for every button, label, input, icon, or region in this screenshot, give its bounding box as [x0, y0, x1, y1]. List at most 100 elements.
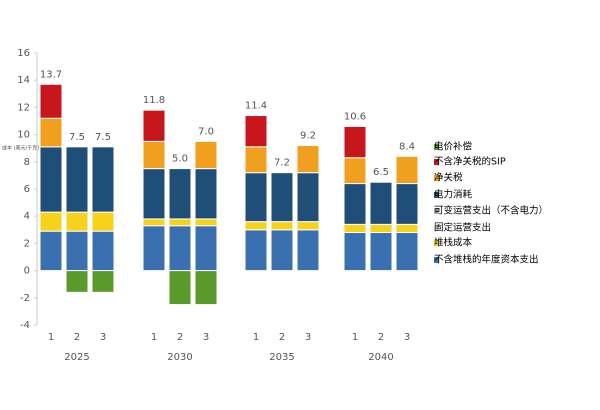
bar-segment [343, 223, 367, 234]
legend-marker [434, 257, 439, 263]
bar-segment [194, 218, 218, 227]
x-tick-label: 1 [151, 332, 157, 343]
bar-segment [168, 218, 192, 227]
total-label: 9.2 [300, 130, 316, 141]
x-tick-label: 3 [404, 332, 410, 343]
legend-label: 电力消耗 [434, 189, 473, 201]
legend-marker [434, 159, 439, 165]
total-label: 6.5 [373, 167, 389, 178]
total-label: 7.0 [198, 126, 214, 137]
group-label: 2040 [368, 352, 393, 363]
x-tick-label: 3 [203, 332, 209, 343]
group-label: 2035 [269, 352, 294, 363]
legend-marker [434, 144, 439, 150]
bar-segment [142, 109, 166, 142]
total-label: 10.6 [344, 111, 366, 122]
bar-segment [369, 223, 393, 234]
group-label: 2030 [167, 352, 192, 363]
bar-segment [194, 168, 218, 220]
x-tick-label: 3 [100, 332, 106, 343]
bar-segment [270, 229, 294, 272]
bar-segment [244, 221, 268, 231]
total-label: 11.8 [143, 95, 165, 106]
bar-segment [343, 232, 367, 272]
legend-label: 堆栈成本 [434, 237, 473, 249]
legend-marker [434, 225, 439, 231]
bar-segment [39, 146, 63, 213]
bar-segment [65, 270, 89, 293]
bar-segment [395, 155, 419, 185]
legend-label: 不含堆栈的年度资本支出 [434, 254, 539, 266]
bar-segment [39, 117, 63, 148]
bar-segment [65, 230, 89, 272]
bar-segment [168, 225, 192, 272]
bar-segment [168, 270, 192, 306]
bar-segment [270, 221, 294, 231]
total-label: 13.7 [40, 69, 62, 80]
total-label: 7.5 [69, 132, 85, 143]
bar-segment [194, 140, 218, 170]
y-tick-label: 12 [17, 102, 30, 113]
y-tick-label: -4 [20, 320, 30, 331]
legend-marker [434, 175, 439, 181]
bar-segment [343, 157, 367, 185]
legend-label: 可变运营支出（不含电力） [434, 205, 548, 217]
y-tick-label: 2 [24, 238, 30, 249]
total-label: 7.5 [95, 132, 111, 143]
bar-segment [194, 225, 218, 272]
legend-marker [434, 208, 439, 214]
y-tick-label: 8 [24, 157, 30, 168]
bar-segment [395, 183, 419, 225]
bar-segment [270, 172, 294, 223]
y-tick-label: -2 [20, 293, 30, 304]
x-tick-label: 2 [177, 332, 183, 343]
bar-segment [244, 115, 268, 148]
legend-label: 固定运营支出 [434, 222, 491, 234]
legend-label: 电价补偿 [434, 141, 473, 153]
bar-segment [194, 270, 218, 306]
y-axis-label: 成本 (美元/千克) [2, 145, 39, 152]
bar-segment [65, 146, 89, 213]
bar-segment [395, 232, 419, 272]
bar-segment [395, 223, 419, 234]
bar-segment [142, 225, 166, 272]
y-tick-label: 10 [17, 130, 30, 141]
bar-segment [39, 211, 63, 232]
x-tick-label: 1 [48, 332, 54, 343]
legend-marker [434, 240, 439, 246]
y-tick-label: 0 [24, 266, 30, 277]
bar-segment [244, 172, 268, 223]
total-label: 7.2 [274, 158, 290, 169]
legend-label: 净关税 [434, 172, 463, 184]
bar-segment [142, 218, 166, 227]
bar-segment [244, 146, 268, 174]
x-tick-label: 2 [279, 332, 285, 343]
total-label: 5.0 [172, 154, 188, 165]
bar-segment [91, 211, 115, 232]
x-tick-label: 1 [253, 332, 259, 343]
group-label: 2025 [64, 352, 89, 363]
bar-segment [296, 144, 320, 174]
bar-segment [91, 230, 115, 272]
bar-segment [369, 181, 393, 225]
y-tick-label: 16 [17, 48, 30, 59]
bar-segment [39, 83, 63, 119]
bar-segment [65, 211, 89, 232]
y-tick-label: 14 [17, 75, 30, 86]
y-tick-label: 6 [24, 184, 30, 195]
bar-segment [168, 168, 192, 220]
total-label: 11.4 [245, 101, 267, 112]
legend-label: 不含净关税的SIP [434, 156, 506, 168]
bar-segment [91, 146, 115, 213]
bar-segment [343, 183, 367, 225]
bar-segment [296, 221, 320, 231]
bar-segment [91, 270, 115, 293]
bar-segment [244, 229, 268, 272]
bar-segment [39, 230, 63, 272]
x-tick-label: 1 [352, 332, 358, 343]
legend-marker [434, 192, 439, 198]
bar-segment [369, 232, 393, 272]
bar-segment [142, 168, 166, 220]
bar-segment [343, 125, 367, 159]
